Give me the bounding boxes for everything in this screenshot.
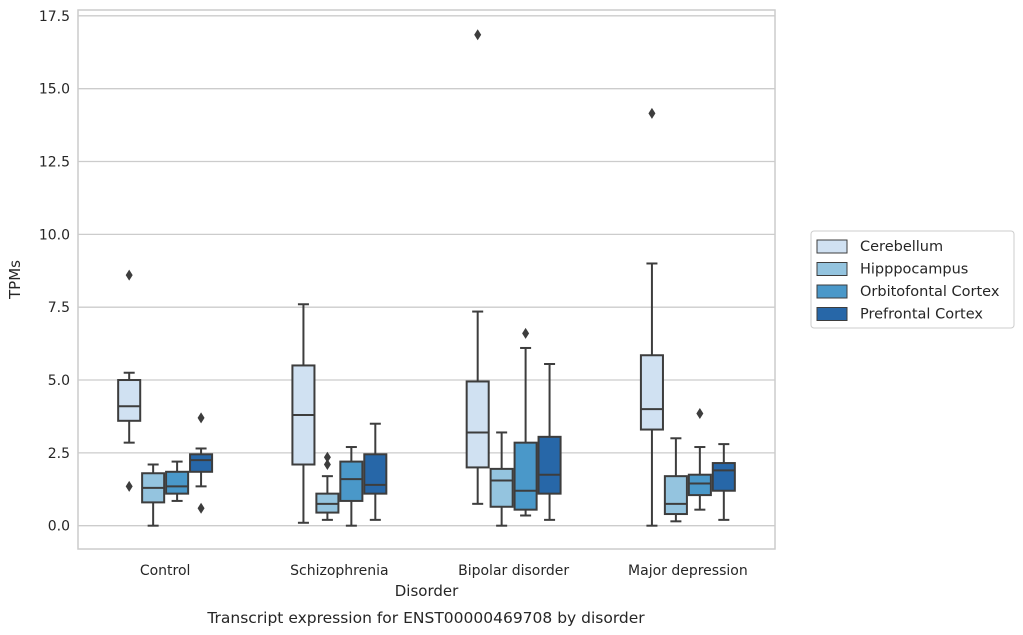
y-tick-label: 7.5 <box>48 300 70 316</box>
box-hipppocampus <box>315 451 340 521</box>
outlier-point <box>125 269 133 281</box>
box-orbitofontal-cortex <box>165 460 190 502</box>
outlier-point <box>648 107 656 119</box>
box-cerebellum <box>291 303 316 524</box>
box-hipppocampus <box>663 437 688 523</box>
legend: Cerebellum Hipppocampus Orbitofontal Corte… <box>810 230 1015 329</box>
box-prefrontal-cortex <box>537 362 562 521</box>
y-tick-label: 2.5 <box>48 446 70 462</box>
grid-lines <box>78 15 775 527</box>
x-axis-label: Disorder <box>395 582 459 600</box>
legend-label: Hipppocampus <box>860 262 968 278</box>
box-iqr <box>711 462 736 492</box>
box-iqr <box>189 453 214 473</box>
box-iqr <box>663 475 688 516</box>
box-hipppocampus <box>489 431 514 527</box>
outlier-point <box>522 327 530 339</box>
legend-swatch <box>816 307 848 321</box>
box-cerebellum <box>465 29 490 505</box>
box-cerebellum <box>639 107 664 527</box>
box-cerebellum <box>117 269 142 492</box>
legend-frame <box>810 230 1015 329</box>
y-axis-ticks: 0.0 2.5 5.0 7.5 10.0 12.5 15.0 17.5 <box>39 9 70 535</box>
outlier-point <box>197 412 205 424</box>
legend-items: Cerebellum Hipppocampus Orbitofontal Corte… <box>816 239 1000 323</box>
y-tick-label: 15.0 <box>39 82 70 98</box>
box-iqr <box>687 473 712 497</box>
box-prefrontal-cortex <box>189 412 214 514</box>
box-hipppocampus <box>141 463 166 527</box>
box-orbitofontal-cortex <box>513 327 538 517</box>
y-axis-label: TPMs <box>6 260 24 300</box>
box-iqr <box>117 379 142 422</box>
legend-label: Prefrontal Cortex <box>860 307 983 323</box>
box-series <box>117 29 736 527</box>
box-iqr <box>363 453 388 495</box>
x-axis-ticks: Control Schizophrenia Bipolar disorder Majo… <box>140 563 748 579</box>
outlier-point <box>323 459 331 471</box>
legend-swatch <box>816 284 848 299</box>
x-tick-label: Control <box>140 563 191 579</box>
legend-label: Orbitofontal Cortex <box>860 284 1000 300</box>
box-iqr <box>537 435 562 495</box>
x-tick-label: Bipolar disorder <box>458 563 569 579</box>
box-iqr <box>639 354 664 431</box>
box-prefrontal-cortex <box>363 422 388 521</box>
outlier-point <box>696 408 704 420</box>
x-tick-label: Schizophrenia <box>290 563 388 579</box>
y-tick-label: 0.0 <box>48 519 70 535</box>
outlier-point <box>197 502 205 514</box>
x-tick-label: Major depression <box>628 563 748 579</box>
chart-caption: Transcript expression for ENST0000046970… <box>206 609 645 627</box>
legend-swatch <box>816 239 848 254</box>
legend-swatch <box>816 262 848 276</box>
plot-area-frame <box>77 9 776 550</box>
box-iqr <box>513 441 538 511</box>
y-tick-label: 10.0 <box>39 227 70 243</box>
outlier-point <box>125 480 133 492</box>
y-tick-label: 5.0 <box>48 373 70 389</box>
outlier-point <box>474 29 482 41</box>
box-iqr <box>465 380 490 469</box>
outlier-point <box>323 451 331 463</box>
box-iqr <box>489 467 514 508</box>
legend-label: Cerebellum <box>860 239 943 255</box>
box-iqr <box>165 470 190 495</box>
y-tick-label: 12.5 <box>39 155 70 171</box>
box-orbitofontal-cortex <box>687 408 712 511</box>
box-orbitofontal-cortex <box>339 446 364 527</box>
y-tick-label: 17.5 <box>39 9 70 25</box>
box-prefrontal-cortex <box>711 443 736 521</box>
box-iqr <box>339 460 364 502</box>
